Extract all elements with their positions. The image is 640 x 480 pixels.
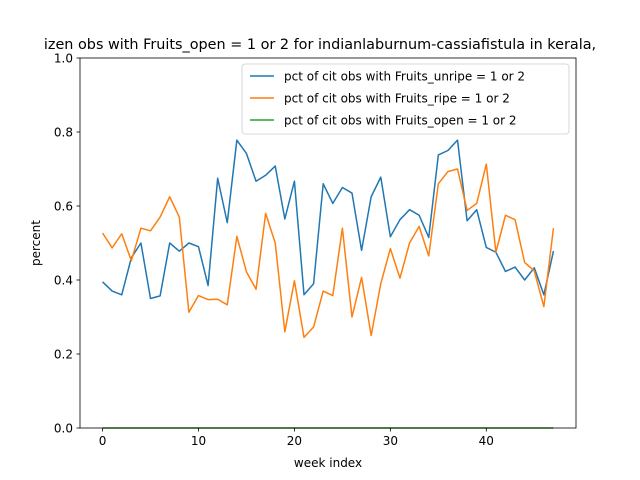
y-tick-label: 0.2: [54, 347, 73, 361]
y-tick-label: 0.0: [54, 421, 73, 435]
legend-label-2: pct of cit obs with Fruits_ripe = 1 or 2: [284, 91, 510, 105]
series-line-2: [101, 163, 555, 339]
x-tick-label: 10: [191, 434, 206, 448]
series-lines: [101, 139, 555, 429]
x-tick-label: 30: [383, 434, 398, 448]
legend-box: [241, 63, 570, 135]
plot-area-frame: [79, 57, 577, 429]
y-tick-label: 0.6: [54, 199, 73, 213]
y-tick-label: 1.0: [54, 51, 73, 65]
legend: pct of cit obs with Fruits_unripe = 1 or…: [241, 63, 570, 135]
series-line-1: [102, 139, 555, 300]
x-axis-label: week index: [294, 456, 362, 470]
y-axis-ticks: 0.0 0.2 0.4 0.6 0.8 1.0: [54, 51, 80, 435]
y-axis-label: percent: [29, 220, 43, 266]
chart-title: izen obs with Fruits_open = 1 or 2 for i…: [44, 37, 596, 53]
x-tick-label: 0: [99, 434, 107, 448]
x-tick-label: 40: [479, 434, 494, 448]
legend-label-3: pct of cit obs with Fruits_open = 1 or 2: [284, 113, 517, 127]
x-tick-label: 20: [287, 434, 302, 448]
y-tick-label: 0.8: [54, 125, 73, 139]
x-axis-ticks: 0 10 20 30 40: [99, 428, 494, 448]
legend-label-1: pct of cit obs with Fruits_unripe = 1 or…: [284, 69, 525, 83]
y-tick-label: 0.4: [54, 273, 73, 287]
